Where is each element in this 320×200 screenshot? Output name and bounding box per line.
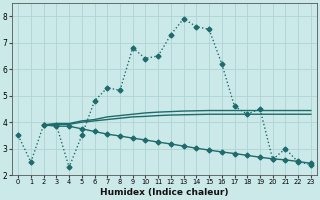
X-axis label: Humidex (Indice chaleur): Humidex (Indice chaleur) xyxy=(100,188,229,197)
